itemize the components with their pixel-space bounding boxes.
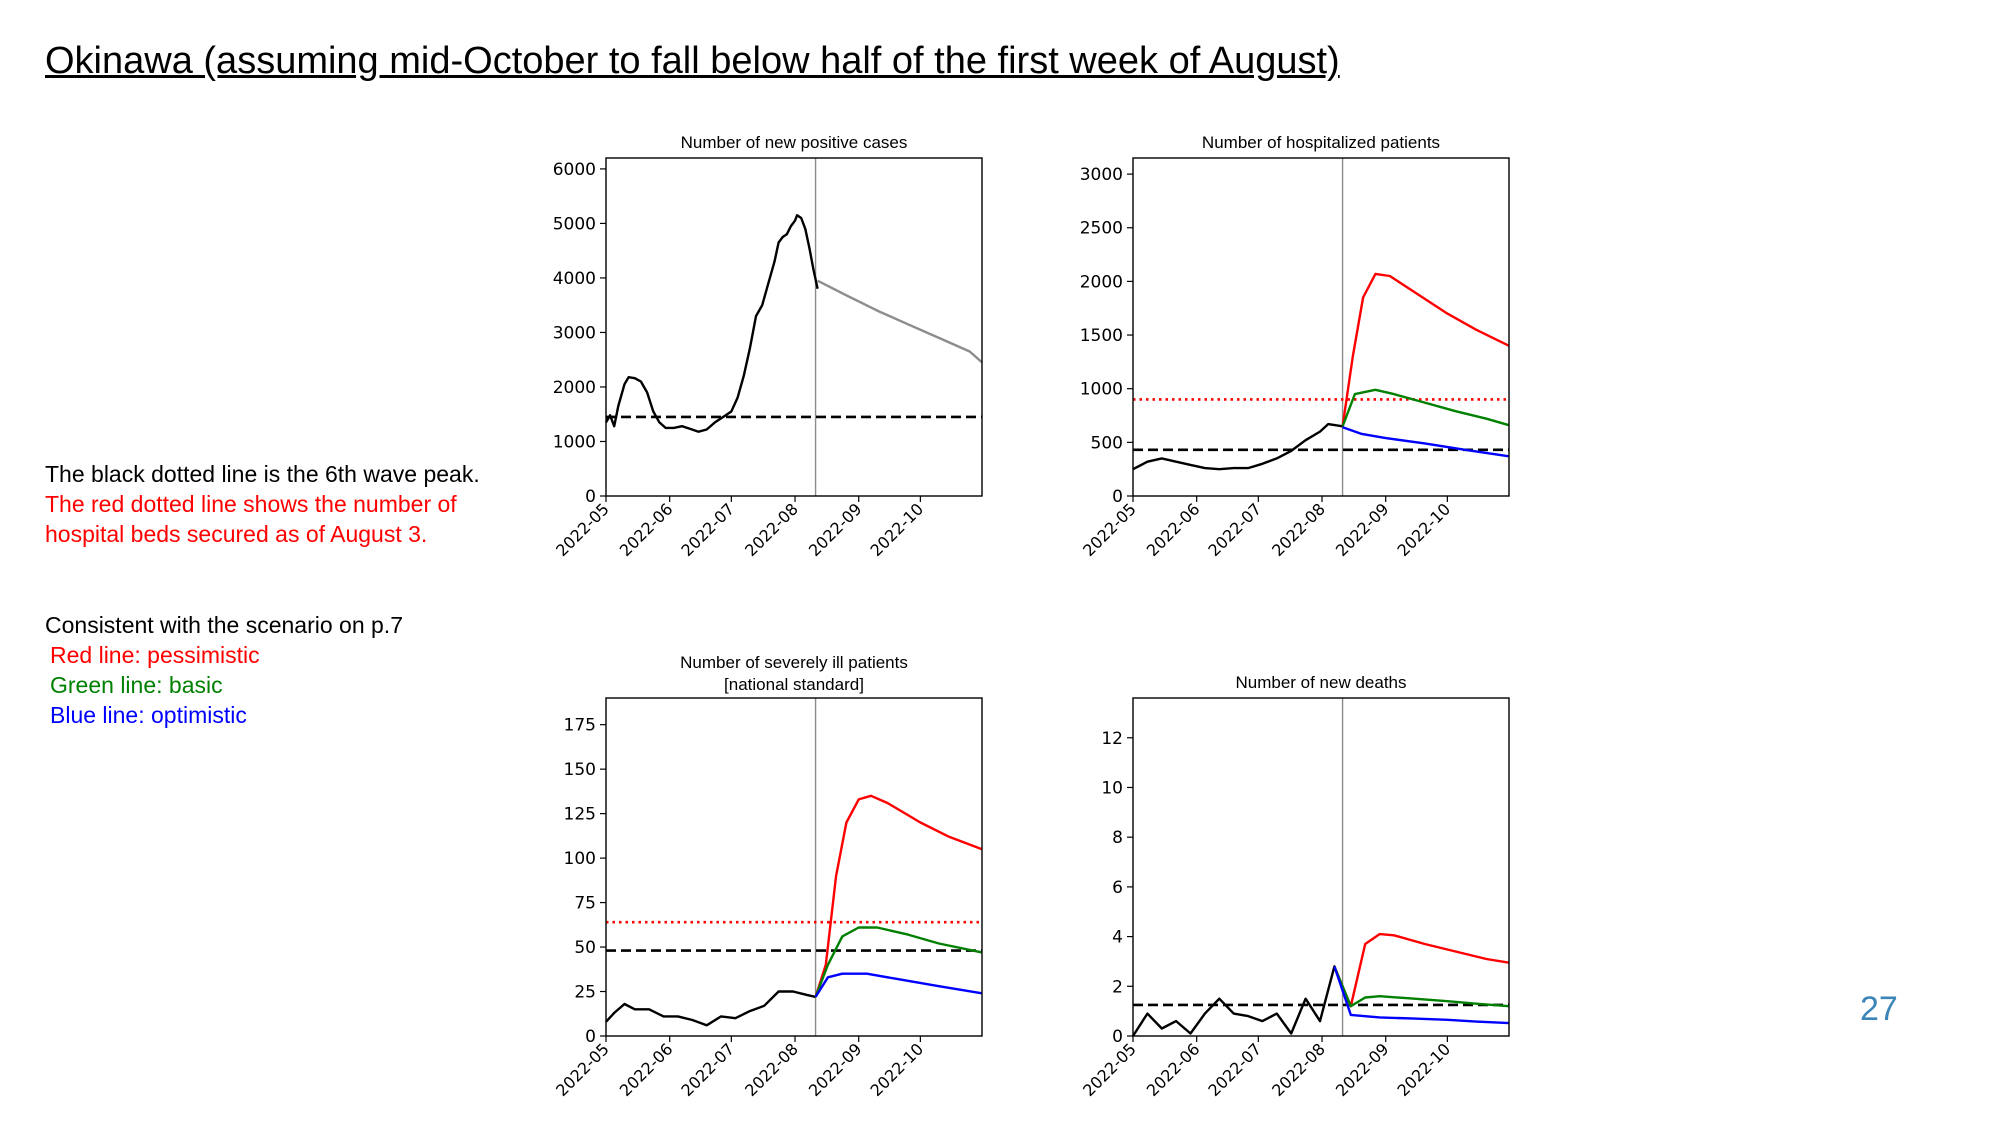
x-tick-label: 2022-08 [741,499,802,560]
x-tick-label: 2022-09 [1332,1039,1393,1100]
x-tick-label: 2022-06 [1143,499,1204,560]
y-tick-label: 25 [574,983,596,1003]
chart-panel-1: Number of new positive cases 0 1000 2000 300… [552,133,983,560]
x-tick-label: 2022-05 [1079,1039,1140,1100]
scenario-optimistic: Blue line: optimistic [50,702,247,728]
scenario-header: Consistent with the scenario on p.7 [45,612,403,638]
y-tick-label: 1500 [1080,326,1123,346]
y-tick-label: 3000 [1080,165,1123,185]
x-tick-label: 2022-06 [616,499,677,560]
y-tick-label: 500 [1091,433,1123,453]
slide-title: Okinawa (assuming mid-October to fall be… [45,40,1340,82]
series-line-1 [1131,965,1344,1037]
y-tick-label: 50 [574,938,596,958]
chart-title: Number of new positive cases [681,133,908,152]
y-tick-label: 6000 [553,160,596,180]
scenario-basic: Green line: basic [50,672,223,698]
y-tick-label: 125 [564,805,596,825]
y-tick-label: 100 [564,849,596,869]
x-tick-label: 2022-07 [677,1039,738,1100]
black-dotted-line-note: The black dotted line is the 6th wave pe… [45,461,480,487]
y-tick-label: 2 [1112,977,1123,997]
y-tick-label: 6 [1112,878,1123,898]
series-line-1 [604,213,819,433]
y-tick-label: 0 [1112,1027,1123,1047]
y-tick-label: 10 [1101,778,1123,798]
series-line-3 [1333,965,1510,1008]
y-tick-label: 2500 [1080,219,1123,239]
chart-panel-2: Number of hospitalized patients 0 500 1000 1… [1079,133,1510,560]
y-tick-label: 4000 [553,269,596,289]
series-line-2 [814,794,983,998]
red-dotted-line-note-1: The red dotted line shows the number of [45,491,457,517]
scenario-pessimistic: Red line: pessimistic [50,642,260,668]
series-line-3 [814,926,983,998]
x-tick-label: 2022-07 [1204,499,1265,560]
scenario-legend: Consistent with the scenario on p.7 Red … [45,610,403,730]
plot-frame [1132,157,1510,497]
series-line-1 [605,990,816,1027]
x-tick-label: 2022-06 [616,1039,677,1100]
series-line-4 [814,972,983,998]
y-tick-label: 5000 [553,214,596,234]
x-tick-label: 2022-10 [866,1039,927,1100]
x-tick-label: 2022-10 [1393,1039,1454,1100]
y-tick-label: 150 [564,760,596,780]
y-tick-label: 175 [564,716,596,736]
y-tick-label: 4 [1112,928,1123,948]
series-line-3 [1341,388,1510,427]
x-tick-label: 2022-10 [866,499,927,560]
x-tick-label: 2022-09 [805,499,866,560]
y-tick-label: 12 [1101,729,1123,749]
y-tick-label: 0 [1112,487,1123,507]
y-tick-label: 2000 [1080,272,1123,292]
plot-frame [1132,697,1510,1037]
chart-title: Number of severely ill patients [680,653,908,672]
x-tick-label: 2022-08 [741,1039,802,1100]
chart-panel-3: Number of severely ill patients [national… [552,653,983,1100]
y-tick-label: 1000 [1080,380,1123,400]
y-tick-label: 3000 [553,323,596,343]
x-tick-label: 2022-05 [552,1039,613,1100]
series-line-2 [1333,932,1510,1008]
chart-title: Number of new deaths [1235,673,1406,692]
x-tick-label: 2022-05 [1079,499,1140,560]
line-explanation-note: The black dotted line is the 6th wave pe… [45,459,480,549]
y-tick-label: 8 [1112,828,1123,848]
x-tick-label: 2022-09 [1332,499,1393,560]
page-number: 27 [1860,990,1898,1028]
series-line-1 [1132,422,1343,471]
y-tick-label: 75 [574,894,596,914]
plot-frame [605,157,983,497]
plot-frame [605,697,983,1037]
series-line-2 [1341,272,1510,427]
series-line-4 [1333,966,1510,1025]
series-line-2 [817,279,983,364]
series-line-4 [1342,426,1510,458]
x-tick-label: 2022-08 [1268,1039,1329,1100]
x-tick-label: 2022-09 [805,1039,866,1100]
y-tick-label: 2000 [553,378,596,398]
x-tick-label: 2022-05 [552,499,613,560]
x-tick-label: 2022-07 [677,499,738,560]
y-tick-label: 1000 [553,432,596,452]
y-tick-label: 0 [585,1027,596,1047]
x-tick-label: 2022-06 [1143,1039,1204,1100]
chart-subtitle: [national standard] [724,675,864,694]
y-tick-label: 0 [585,487,596,507]
x-tick-label: 2022-10 [1393,499,1454,560]
red-dotted-line-note-2: hospital beds secured as of August 3. [45,521,428,547]
x-tick-label: 2022-08 [1268,499,1329,560]
x-tick-label: 2022-07 [1204,1039,1265,1100]
chart-title: Number of hospitalized patients [1202,133,1440,152]
